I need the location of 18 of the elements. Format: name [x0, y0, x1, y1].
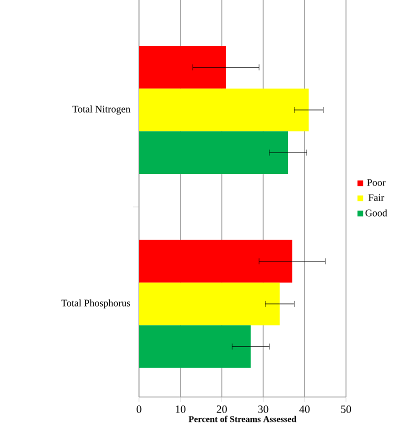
x-tick-label: 30	[258, 406, 268, 413]
y-tick-label: Total Nitrogen	[72, 105, 130, 115]
x-tick-label: 20	[216, 406, 227, 413]
bar	[139, 282, 280, 326]
x-tick-label: 10	[176, 406, 186, 413]
x-tick-label: 0	[136, 406, 142, 413]
x-axis-title: Percent of Streams Assessed	[188, 416, 296, 422]
bar	[139, 131, 288, 174]
bar	[139, 88, 309, 132]
bar	[139, 46, 226, 89]
legend-label: Fair	[368, 194, 384, 201]
legend-label: Poor	[367, 179, 386, 186]
legend-label: Good	[366, 209, 388, 216]
bar	[139, 325, 251, 368]
x-tick-label: 50	[341, 406, 352, 413]
y-tick-label: Total Phosphorus	[61, 299, 130, 308]
bar	[139, 240, 292, 283]
x-tick-label: 40	[299, 406, 310, 413]
